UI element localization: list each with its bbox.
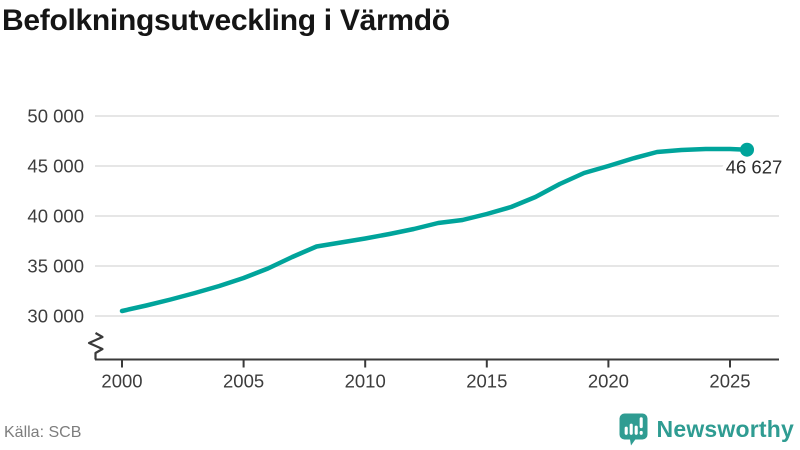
speech-bubble-shape (619, 413, 648, 446)
page-title: Befolkningsutveckling i Värmdö (2, 4, 450, 37)
y-tick-label: 35 000 (27, 256, 84, 277)
population-line (119, 146, 750, 314)
x-tick-label: 2020 (588, 371, 629, 392)
x-tick-label: 2000 (101, 371, 142, 392)
bar-chart-speech-bubble-icon (619, 413, 648, 446)
y-tick-label: 40 000 (27, 206, 84, 227)
source-note: Källa: SCB (4, 424, 82, 441)
latest-point-marker (740, 142, 755, 157)
bar-chart-glyph (624, 417, 643, 435)
x-tick-label: 2025 (709, 371, 750, 392)
x-tick-label: 2010 (345, 371, 386, 392)
y-tick-label: 50 000 (27, 106, 84, 127)
x-tick-label: 2005 (223, 371, 264, 392)
y-axis-break-icon (87, 332, 104, 360)
newsworthy-wordmark: Newsworthy (656, 416, 794, 442)
y-tick-label: 30 000 (27, 306, 84, 327)
newsworthy-logo: Newsworthy (618, 412, 794, 447)
latest-value-label: 46 627 (726, 157, 783, 178)
x-tick-label: 2015 (466, 371, 507, 392)
y-tick-label: 45 000 (27, 156, 84, 177)
